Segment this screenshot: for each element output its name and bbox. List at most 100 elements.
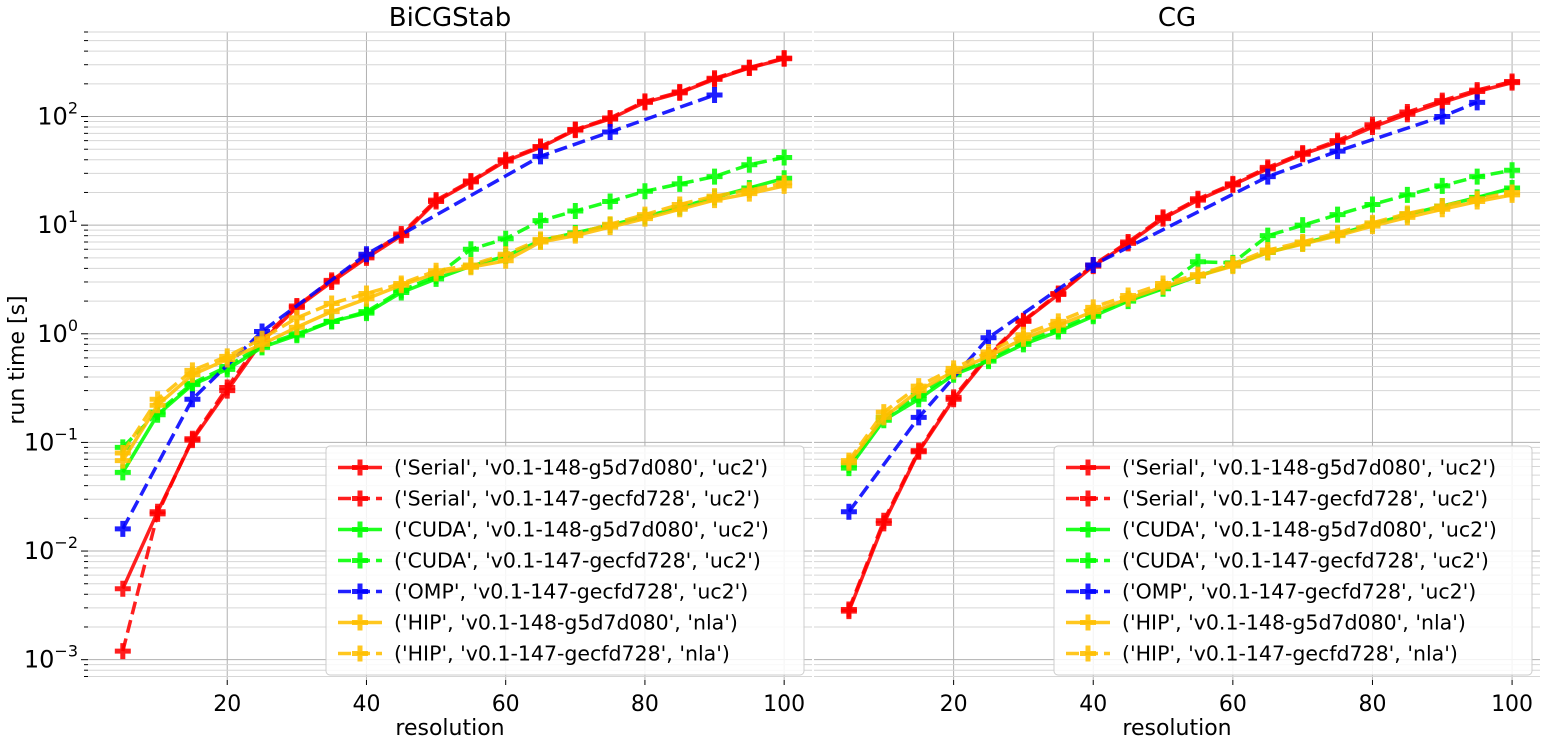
bicgstab-data-point [532,148,549,165]
bicgstab-legend-label: ('HIP', 'v0.1-147-gecfd728', 'nla') [394,642,730,666]
bicgstab-data-point [741,59,758,76]
cg-data-point [1224,255,1241,272]
cg-data-point [1155,275,1172,292]
bicgstab-data-point [219,379,236,396]
cg-series-line [847,193,1513,464]
cg-data-point [1259,227,1276,244]
y-tick-label: 100 [37,316,78,348]
y-tick-base: 10 [37,320,68,348]
y-tick-label: 10−1 [24,424,78,456]
bicgstab-data-point [671,84,688,101]
bicgstab-legend-item: ('HIP', 'v0.1-147-gecfd728', 'nla') [338,642,730,666]
cg-legend-marker [1080,583,1096,600]
cg-legend-item: ('HIP', 'v0.1-148-g5d7d080', 'nla') [1066,611,1466,635]
y-tick-label: 102 [37,99,78,131]
y-tick-base: 10 [24,646,55,674]
bicgstab-data-point [358,285,375,302]
cg-data-point [910,442,927,459]
bicgstab-data-point [288,309,305,326]
bicgstab-data-point [114,444,131,461]
bicgstab-legend-label: ('CUDA', 'v0.1-148-g5d7d080', 'uc2') [394,518,769,542]
cg-legend-marker [1080,645,1096,662]
cg-data-point [1469,94,1486,111]
bicgstab-data-point [497,230,514,247]
bicgstab-legend-label: ('OMP', 'v0.1-147-gecfd728', 'uc2') [394,580,748,604]
bicgstab-data-point [776,174,793,191]
cg-data-point [1259,242,1276,259]
bicgstab-data-point [776,149,793,166]
bicgstab-data-point [497,151,514,168]
cg-x-tick-label: 80 [1358,692,1386,717]
cg-legend-marker [1080,459,1096,476]
cg-series-line [847,79,1513,611]
cg-data-point [875,404,892,421]
cg-legend-item: ('HIP', 'v0.1-147-gecfd728', 'nla') [1066,642,1458,666]
cg-data-point [840,601,857,618]
bicgstab-legend-marker [352,490,368,507]
bicgstab-title: BiCGStab [389,3,512,33]
cg-legend-label: ('OMP', 'v0.1-147-gecfd728', 'uc2') [1122,580,1476,604]
cg-series-2 [840,179,1521,477]
y-tick-exponent: 0 [68,316,78,335]
bicgstab-data-point [428,192,445,209]
cg-data-point [1294,233,1311,250]
cg-legend-box [1053,445,1533,676]
bicgstab-data-point [114,643,131,660]
cg-data-point [1434,92,1451,109]
bicgstab-series-3 [114,149,793,456]
cg-data-point [1329,143,1346,160]
bicgstab-series [114,50,793,660]
bicgstab-series-line [121,184,785,462]
cg-data-point [1504,184,1521,201]
cg-legend-item: ('Serial', 'v0.1-147-gecfd728', 'uc2') [1066,487,1488,511]
bicgstab-series-2 [114,170,793,481]
cg-data-point [1469,168,1486,185]
bicgstab-legend-item: ('OMP', 'v0.1-147-gecfd728', 'uc2') [338,580,748,604]
cg-data-point [1015,326,1032,343]
bicgstab-data-point [114,580,131,597]
bicgstab-data-point [636,206,653,223]
bicgstab-data-point [567,121,584,138]
bicgstab-series-6 [114,174,793,461]
bicgstab-legend-label: ('CUDA', 'v0.1-147-gecfd728', 'uc2') [394,549,761,573]
bicgstab-data-point [706,188,723,205]
cg-data-point [1189,190,1206,207]
cg-x-axis-label: resolution [1122,716,1231,741]
cg-legend-label: ('HIP', 'v0.1-147-gecfd728', 'nla') [1122,642,1458,666]
bicgstab-legend-marker [352,552,368,569]
cg-title: CG [1158,3,1196,33]
bicgstab-data-point [602,216,619,233]
bicgstab-data-point [567,225,584,242]
bicgstab-legend-label: ('HIP', 'v0.1-148-g5d7d080', 'nla') [394,611,738,635]
bicgstab-data-point [567,203,584,220]
bicgstab-data-point [254,330,271,347]
cg-x-tick-label: 20 [940,692,968,717]
y-tick-label: 101 [37,207,78,239]
bicgstab-data-point [671,175,688,192]
cg-data-point [1294,217,1311,234]
bicgstab-data-point [184,362,201,379]
bicgstab-data-point [219,348,236,365]
bicgstab-legend-item: ('Serial', 'v0.1-147-gecfd728', 'uc2') [338,487,760,511]
bicgstab-legend-item: ('CUDA', 'v0.1-148-g5d7d080', 'uc2') [338,518,769,542]
bicgstab-legend-marker [352,459,368,476]
bicgstab-data-point [741,182,758,199]
bicgstab-x-tick-label: 80 [631,692,659,717]
bicgstab-data-point [706,86,723,103]
bicgstab-data-point [636,93,653,110]
cg-series-line [847,190,1513,462]
cg-legend-item: ('Serial', 'v0.1-148-g5d7d080', 'uc2') [1066,456,1496,480]
cg-legend-label: ('CUDA', 'v0.1-147-gecfd728', 'uc2') [1122,549,1489,573]
y-tick-exponent: −2 [54,533,78,552]
cg-axes: 20 40 60 80 100 [940,680,1533,717]
cg-legend: ('Serial', 'v0.1-148-g5d7d080', 'uc2') ('… [1053,445,1533,676]
bicgstab-data-point [428,262,445,279]
cg-legend-marker [1080,490,1096,507]
cg-chart-panel: 20 40 60 80 100 CG resolution ('Serial', 'v0… [814,3,1540,741]
cg-x-tick-label: 60 [1219,692,1247,717]
cg-data-point [1504,162,1521,179]
y-tick-base: 10 [37,103,68,131]
